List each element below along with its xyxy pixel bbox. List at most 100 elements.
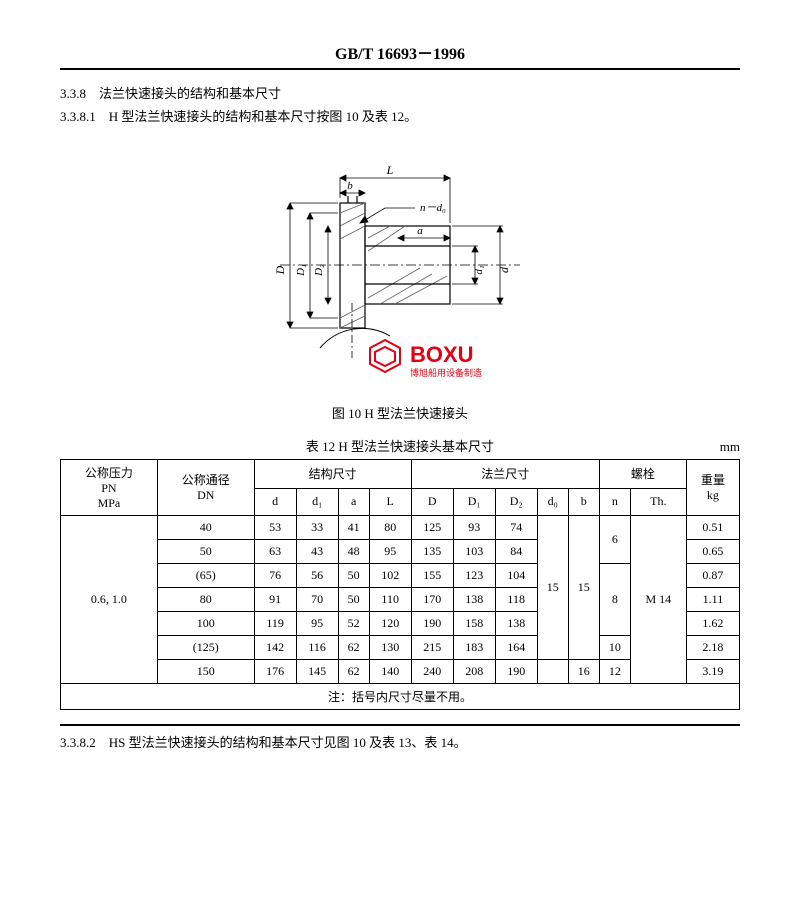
cell-d: 142 (254, 635, 296, 659)
col-D: D (411, 488, 453, 515)
cell-wt: 0.51 (686, 515, 739, 539)
table-unit: mm (700, 439, 740, 455)
cell-a: 50 (338, 563, 369, 587)
cell-D: 135 (411, 539, 453, 563)
cell-D1: 93 (453, 515, 495, 539)
col-L: L (369, 488, 411, 515)
section-body: HS 型法兰快速接头的结构和基本尺寸见图 10 及表 13、表 14。 (109, 735, 467, 750)
cell-dn: (125) (157, 635, 254, 659)
cell-wt: 1.11 (686, 587, 739, 611)
cell-wt: 0.65 (686, 539, 739, 563)
cell-D1: 208 (453, 659, 495, 683)
cell-wt: 0.87 (686, 563, 739, 587)
col-D1: D₁ (453, 488, 495, 515)
col-D2: D₂ (495, 488, 537, 515)
cell-wt: 1.62 (686, 611, 739, 635)
cell-D2: 104 (495, 563, 537, 587)
cell-L: 110 (369, 587, 411, 611)
col-weight: 重量 kg (686, 459, 739, 515)
col-a: a (338, 488, 369, 515)
cell-D: 155 (411, 563, 453, 587)
col-group-flange: 法兰尺寸 (411, 459, 599, 488)
cell-n: 12 (599, 659, 630, 683)
cell-d: 176 (254, 659, 296, 683)
col-d: d (254, 488, 296, 515)
col-d1: d₁ (296, 488, 338, 515)
cell-d: 119 (254, 611, 296, 635)
col-b: b (568, 488, 599, 515)
cell-dn: 100 (157, 611, 254, 635)
cell-d: 63 (254, 539, 296, 563)
cell-d1: 116 (296, 635, 338, 659)
cell-D: 215 (411, 635, 453, 659)
cell-d1: 145 (296, 659, 338, 683)
cell-b: 15 (568, 515, 599, 659)
watermark-subtext: 博旭船用设备制造 (410, 367, 482, 378)
cell-dn: 80 (157, 587, 254, 611)
standard-header: GB/T 16693－1996 (60, 40, 740, 70)
cell-b: 16 (568, 659, 599, 683)
cell-D2: 164 (495, 635, 537, 659)
watermark-logo: BOXU 博旭船用设备制造 (370, 340, 482, 378)
dim-a: a (417, 225, 423, 237)
dim-L: L (386, 163, 394, 177)
section-title: 法兰快速接头的结构和基本尺寸 (99, 86, 281, 101)
cell-th: M 14 (630, 515, 686, 683)
cell-n: 10 (599, 635, 630, 659)
col-pn: 公称压力 PN MPa (61, 459, 158, 515)
cell-pn: 0.6, 1.0 (61, 515, 158, 683)
cell-wt: 3.19 (686, 659, 739, 683)
cell-d: 53 (254, 515, 296, 539)
cell-D1: 123 (453, 563, 495, 587)
cell-d: 91 (254, 587, 296, 611)
col-Th: Th. (630, 488, 686, 515)
col-d0: d₀ (537, 488, 568, 515)
cell-dn: (65) (157, 563, 254, 587)
dim-d: d (497, 266, 511, 273)
col-group-struct: 结构尺寸 (254, 459, 411, 488)
cell-D2: 84 (495, 539, 537, 563)
cell-n: 6 (599, 515, 630, 563)
cell-a: 62 (338, 659, 369, 683)
cell-D2: 118 (495, 587, 537, 611)
table-row: 0.6, 1.04053334180125937415156M 140.51 (61, 515, 740, 539)
cell-d1: 70 (296, 587, 338, 611)
cell-n: 8 (599, 563, 630, 635)
figure-caption: 图 10 H 型法兰快速接头 (60, 403, 740, 422)
table-caption: 表 12 H 型法兰快速接头基本尺寸 (100, 436, 700, 455)
cell-a: 48 (338, 539, 369, 563)
dimension-table: 公称压力 PN MPa 公称通径 DN 结构尺寸 法兰尺寸 螺栓 重量 kg d… (60, 459, 740, 710)
cell-d: 76 (254, 563, 296, 587)
section-num: 3.3.8.2 (60, 735, 96, 750)
cell-d1: 43 (296, 539, 338, 563)
cell-dn: 150 (157, 659, 254, 683)
dim-D1: D₁ (295, 264, 307, 277)
cell-d0: 15 (537, 515, 568, 659)
cell-D2: 74 (495, 515, 537, 539)
section-num: 3.3.8.1 (60, 109, 96, 124)
section-3-3-8-1: 3.3.8.1 H 型法兰快速接头的结构和基本尺寸按图 10 及表 12。 (60, 107, 740, 128)
dim-n-d0: n－d₀ (420, 202, 446, 214)
figure-10-diagram: L b n－d₀ a (60, 148, 740, 393)
section-3-3-8: 3.3.8 法兰快速接头的结构和基本尺寸 (60, 84, 740, 105)
cell-a: 41 (338, 515, 369, 539)
cell-L: 80 (369, 515, 411, 539)
watermark-text: BOXU (410, 342, 474, 367)
cell-wt: 2.18 (686, 635, 739, 659)
cell-d1: 33 (296, 515, 338, 539)
col-dn: 公称通径 DN (157, 459, 254, 515)
cell-d1: 56 (296, 563, 338, 587)
table-note: 注：括号内尺寸尽量不用。 (61, 683, 740, 709)
cell-a: 50 (338, 587, 369, 611)
section-3-3-8-2: 3.3.8.2 HS 型法兰快速接头的结构和基本尺寸见图 10 及表 13、表 … (60, 724, 740, 751)
cell-D2: 138 (495, 611, 537, 635)
section-num: 3.3.8 (60, 86, 86, 101)
col-group-bolt: 螺栓 (599, 459, 686, 488)
cell-D1: 183 (453, 635, 495, 659)
cell-D2: 190 (495, 659, 537, 683)
cell-D: 125 (411, 515, 453, 539)
cell-D: 190 (411, 611, 453, 635)
dim-D2: D₂ (313, 264, 325, 277)
cell-L: 130 (369, 635, 411, 659)
cell-D1: 138 (453, 587, 495, 611)
